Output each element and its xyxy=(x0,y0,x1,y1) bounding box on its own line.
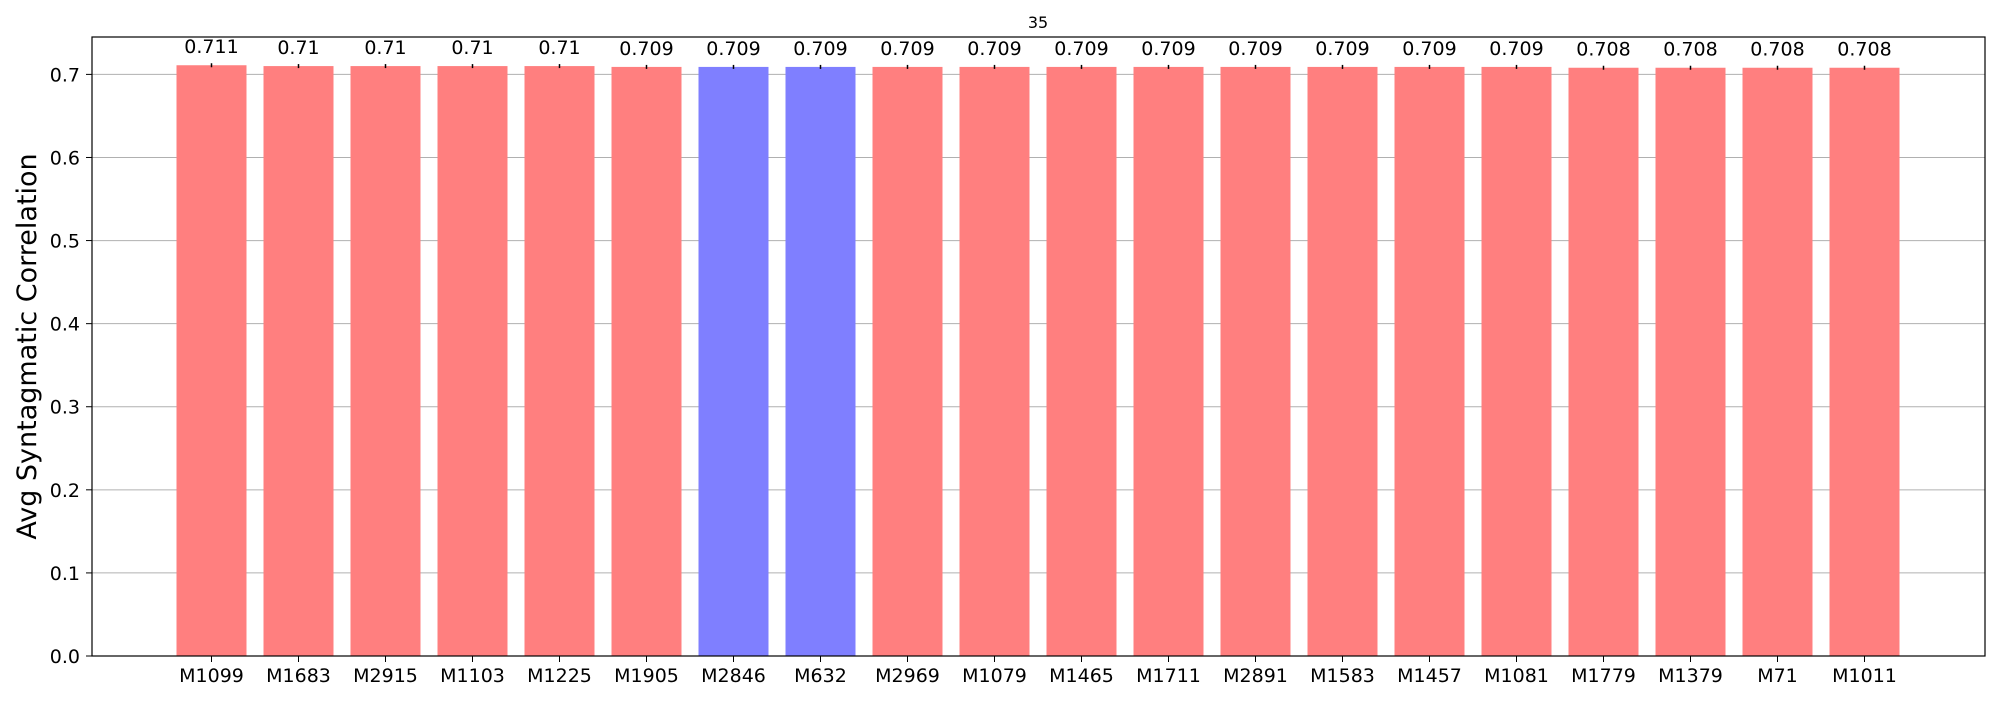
y-tick-label: 0.2 xyxy=(50,480,80,502)
x-tick-label: M1583 xyxy=(1310,665,1375,687)
bar-M1079 xyxy=(959,66,1030,657)
y-tick-label: 0.0 xyxy=(50,646,80,668)
value-label: 0.709 xyxy=(1489,38,1543,60)
bar-M2891 xyxy=(1220,66,1291,657)
bar-M1011 xyxy=(1829,67,1900,656)
bar-M1683 xyxy=(263,66,334,656)
bar-M1457 xyxy=(1394,66,1465,657)
x-tick-label: M1379 xyxy=(1658,665,1723,687)
bar-M1081 xyxy=(1481,66,1552,657)
value-label: 0.71 xyxy=(364,37,406,59)
bar-M2969 xyxy=(872,66,943,657)
y-tick-label: 0.1 xyxy=(50,563,80,585)
value-label: 0.71 xyxy=(277,37,319,59)
x-tick-label: M1099 xyxy=(179,665,244,687)
y-axis-label: Avg Syntagmatic Correlation xyxy=(12,153,43,539)
y-tick-label: 0.4 xyxy=(50,314,80,336)
x-tick-label: M1079 xyxy=(962,665,1027,687)
value-label: 0.709 xyxy=(1402,38,1456,60)
x-tick-label: M1711 xyxy=(1136,665,1201,687)
x-tick-label: M1011 xyxy=(1832,665,1897,687)
bar-M1779 xyxy=(1568,67,1639,656)
x-tick-label: M1225 xyxy=(527,665,592,687)
value-label: 0.709 xyxy=(967,38,1021,60)
y-axis-ticks: 0.0 0.1 0.2 0.3 0.4 0.5 0.6 0.7 xyxy=(50,64,92,668)
plot-frame xyxy=(91,36,1986,657)
x-tick-label: M1465 xyxy=(1049,665,1114,687)
x-tick-label: M2891 xyxy=(1223,665,1288,687)
value-labels: 0.711 0.71 0.71 0.71 0.71 0.709 0.709 0.709 0.70… xyxy=(184,36,1891,60)
x-tick-label: M1103 xyxy=(440,665,505,687)
x-tick-label: M71 xyxy=(1757,665,1798,687)
bar-M71 xyxy=(1742,67,1813,656)
bar-M2915 xyxy=(350,66,421,656)
value-label: 0.709 xyxy=(880,38,934,60)
y-tick-label: 0.3 xyxy=(50,397,80,419)
x-tick-label: M1081 xyxy=(1484,665,1549,687)
value-label: 0.709 xyxy=(793,38,847,60)
y-tick-label: 0.5 xyxy=(50,231,80,253)
value-label: 0.708 xyxy=(1750,39,1804,61)
y-tick-label: 0.7 xyxy=(50,64,80,86)
y-tick-label: 0.6 xyxy=(50,147,80,169)
bar-M1583 xyxy=(1307,66,1378,657)
value-label: 0.709 xyxy=(1141,38,1195,60)
bars xyxy=(176,65,1900,657)
bar-M1711 xyxy=(1133,66,1204,657)
x-tick-label: M1905 xyxy=(614,665,679,687)
x-axis-ticks: M1099 M1683 M2915 M1103 M1225 M1905 M2846 M632 M… xyxy=(179,656,1897,687)
bar-M1905 xyxy=(611,66,682,657)
value-label: 0.709 xyxy=(1054,38,1108,60)
bar-M1099 xyxy=(176,65,247,657)
bar-M1225 xyxy=(524,66,595,656)
value-label: 0.709 xyxy=(706,38,760,60)
bar-M632 xyxy=(785,66,856,657)
value-label: 0.711 xyxy=(184,36,238,58)
chart-title: 35 xyxy=(1028,13,1048,32)
error-bars xyxy=(210,63,1866,70)
value-label: 0.71 xyxy=(538,37,580,59)
x-tick-label: M1779 xyxy=(1571,665,1636,687)
bar-M1103 xyxy=(437,66,508,656)
x-tick-label: M1683 xyxy=(266,665,331,687)
x-tick-label: M2969 xyxy=(875,665,940,687)
value-label: 0.708 xyxy=(1837,39,1891,61)
value-label: 0.71 xyxy=(451,37,493,59)
x-tick-label: M632 xyxy=(794,665,847,687)
bar-M1465 xyxy=(1046,66,1117,657)
bar-M1379 xyxy=(1655,67,1726,656)
axes xyxy=(91,36,1986,657)
value-label: 0.708 xyxy=(1663,39,1717,61)
bar-M2846 xyxy=(698,66,769,657)
value-label: 0.709 xyxy=(1315,38,1369,60)
value-label: 0.709 xyxy=(1228,38,1282,60)
value-label: 0.708 xyxy=(1576,39,1630,61)
value-label: 0.709 xyxy=(619,38,673,60)
x-tick-label: M2915 xyxy=(353,665,418,687)
x-tick-label: M1457 xyxy=(1397,665,1462,687)
x-tick-label: M2846 xyxy=(701,665,766,687)
